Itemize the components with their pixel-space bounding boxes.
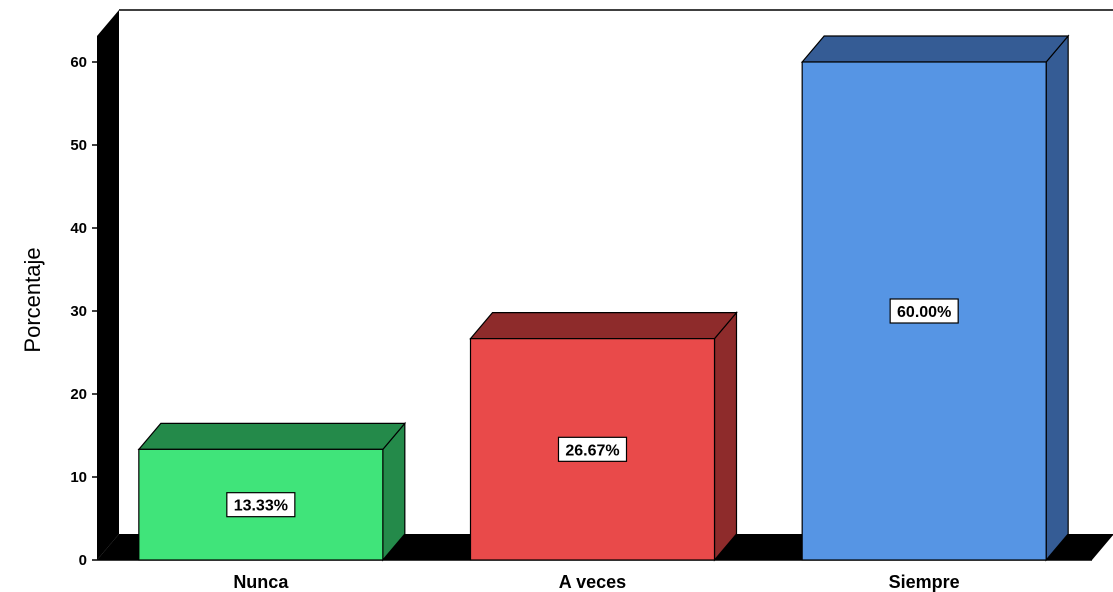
bar-side xyxy=(1045,34,1069,562)
bar-top xyxy=(469,312,738,340)
y-tick-label: 40 xyxy=(70,220,87,237)
y-tick-label: 30 xyxy=(70,303,87,320)
y-tick-label: 20 xyxy=(70,386,87,403)
y-tick-label: 0 xyxy=(79,552,87,569)
data-label-box xyxy=(226,492,296,518)
bar-top xyxy=(800,35,1070,63)
left-wall xyxy=(97,10,119,560)
data-label: 60.00% xyxy=(897,304,951,321)
bar-siempre: 60.00% xyxy=(800,34,1070,562)
data-label-box xyxy=(557,436,628,462)
bar-a-veces: 26.67% xyxy=(469,311,738,562)
y-tick-label: 50 xyxy=(70,137,87,154)
x-tick-label: A veces xyxy=(559,572,626,592)
x-tick-label: Nunca xyxy=(233,572,289,592)
bar-side xyxy=(713,311,738,562)
data-label: 13.33% xyxy=(234,498,288,515)
chart-frame-border xyxy=(119,9,1113,11)
bars: 13.33% 26.67% 60.00% xyxy=(137,34,1070,562)
data-label-box xyxy=(889,298,959,324)
data-label: 26.67% xyxy=(565,442,619,459)
y-axis-label: Porcentaje xyxy=(20,247,45,352)
bar-top xyxy=(137,422,407,450)
y-tick-label: 10 xyxy=(70,469,87,486)
y-tick-label: 60 xyxy=(70,54,87,71)
y-axis: 0 10 20 30 40 50 60 xyxy=(70,54,97,569)
bar-nunca: 13.33% xyxy=(137,421,407,562)
x-axis: Nunca A veces Siempre xyxy=(233,572,959,592)
x-tick-label: Siempre xyxy=(889,572,960,592)
